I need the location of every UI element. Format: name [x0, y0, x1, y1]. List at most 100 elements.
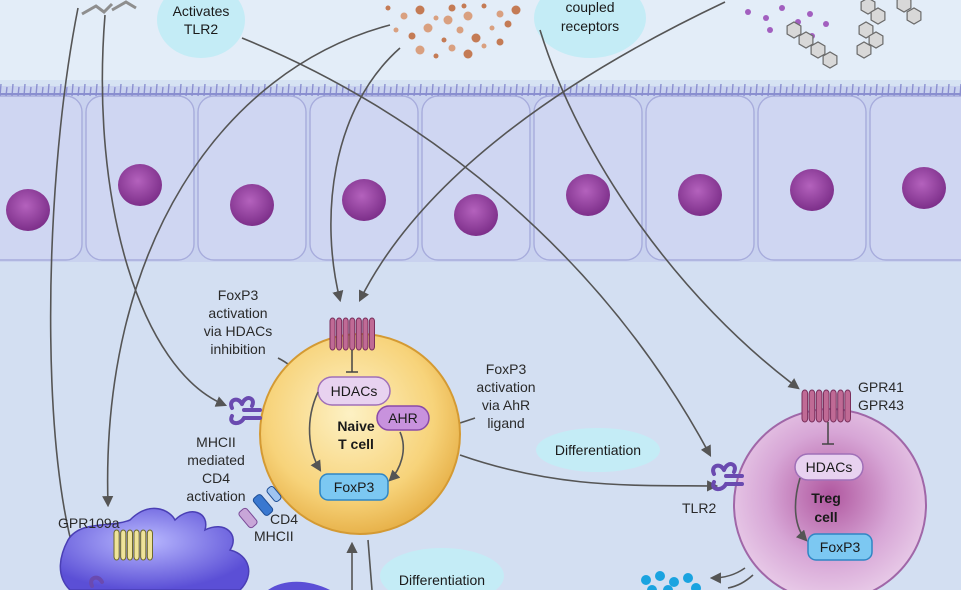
- metabolite-dot: [433, 15, 439, 21]
- metabolite-dot: [433, 53, 439, 59]
- label-foxp3-hdac-line3: via HDACs: [204, 323, 272, 339]
- receptor-helix: [113, 529, 120, 561]
- ligand-dot: [807, 11, 813, 17]
- ligand-dot: [779, 5, 785, 11]
- label-foxp3-hdac-line1: FoxP3: [218, 287, 259, 303]
- differentiation-bottom-label: Differentiation: [399, 572, 485, 588]
- metabolite-dot: [463, 49, 473, 59]
- tlr2-receptor-left: [229, 396, 262, 425]
- naive-hdacs-pill: [317, 376, 391, 406]
- label-tlr2: TLR2: [682, 500, 716, 516]
- receptor-helix: [140, 529, 147, 561]
- hexagon-ring: [860, 0, 876, 15]
- naive-ahr-label: AHR: [388, 410, 418, 426]
- hexagon-ring: [868, 31, 884, 49]
- metabolite-dot: [511, 5, 521, 15]
- label-cd4: CD4: [270, 511, 298, 527]
- hexagon-ring: [858, 21, 874, 39]
- naive-title-line1: Naive: [337, 418, 375, 434]
- arrow-scfa-naive: [330, 47, 401, 303]
- hexagon-ring: [896, 0, 912, 13]
- metabolite-dot: [385, 5, 391, 11]
- epithelial-cell: [421, 95, 531, 261]
- metabolite-dot: [461, 3, 467, 9]
- receptor-helix: [837, 389, 844, 423]
- epithelial-nucleus: [790, 169, 834, 211]
- ligand-dot: [745, 9, 751, 15]
- label-mhcii-cd4: MHCII mediated CD4 activation: [186, 434, 245, 504]
- bubble-tlr2-line1: Activates: [173, 3, 230, 19]
- receptor-helix: [342, 317, 349, 351]
- treg-hdacs-label: HDACs: [806, 459, 853, 475]
- naive-hdacs-label: HDACs: [331, 383, 378, 399]
- epithelial-nucleus: [230, 184, 274, 226]
- label-gpr41: GPR41: [858, 379, 904, 395]
- metabolite-dot: [481, 3, 487, 9]
- epithelial-nucleus: [566, 174, 610, 216]
- epithelium-layer: [0, 83, 961, 262]
- metabolite-dot: [463, 11, 473, 21]
- receptor-helix: [133, 529, 140, 561]
- arrow-bacteria-tlr2: [101, 14, 228, 407]
- metabolite-dot: [423, 23, 433, 33]
- naive-ahr-pill: [376, 405, 430, 431]
- hexagon-ring: [856, 41, 872, 59]
- differentiation-bubble-bottom: Differentiation: [380, 548, 504, 590]
- treg-title-line1: Treg: [811, 490, 841, 506]
- epithelial-nucleus: [6, 189, 50, 231]
- metabolite-dot: [496, 38, 504, 46]
- receptor-helix: [120, 529, 127, 561]
- gpr109a-receptor: [113, 529, 153, 561]
- metabolite-dot: [415, 5, 425, 15]
- bacteria-glyphs: [81, 0, 137, 16]
- naive-foxp3-pill: [319, 473, 389, 501]
- arrow-tlr2-treg: [241, 37, 712, 457]
- naive-t-cell: HDACs AHR Naive T cell FoxP3: [259, 317, 461, 535]
- arrow-treg-output-2: [727, 574, 754, 589]
- label-foxp3-hdac: FoxP3 activation via HDACs inhibition: [204, 287, 272, 357]
- epithelial-nucleus: [118, 164, 162, 206]
- arrow-treg-output: [709, 567, 746, 584]
- label-foxp3-hdac-line2: activation: [208, 305, 267, 321]
- dendritic-cell: [59, 486, 330, 590]
- receptor-helix: [368, 317, 375, 351]
- treg-title-line2: cell: [814, 509, 837, 525]
- metabolite-dot: [456, 26, 464, 34]
- epithelial-cell: [0, 95, 83, 261]
- hexagon-ring: [906, 7, 922, 25]
- treg-cell: HDACs Treg cell FoxP3: [733, 389, 927, 590]
- treg-foxp3-pill: [807, 533, 873, 561]
- receptor-helix: [808, 389, 816, 423]
- receptor-helix: [801, 389, 809, 423]
- metabolite-dot: [415, 45, 425, 55]
- epithelial-nucleus: [454, 194, 498, 236]
- label-mhcii: MHCII: [254, 528, 294, 544]
- metabolite-dot: [441, 37, 447, 43]
- metabolite-dot: [496, 10, 504, 18]
- treg-hdacs-pill: [794, 453, 864, 481]
- receptor-helix: [146, 529, 153, 561]
- receptor-helix: [126, 529, 134, 561]
- receptor-helix: [830, 389, 837, 423]
- receptor-helix: [815, 389, 823, 423]
- label-foxp3-hdac-line4: inhibition: [210, 341, 265, 357]
- label-foxp3-ahr-line3: via AhR: [482, 397, 530, 413]
- naive-foxp3-label: FoxP3: [334, 479, 375, 495]
- metabolite-dot: [481, 43, 487, 49]
- metabolite-dot: [393, 27, 399, 33]
- receptor-helix: [355, 317, 362, 351]
- arrow-scfa-gpr109a: [102, 24, 391, 508]
- receptor-helix: [362, 317, 369, 351]
- metabolite-dot: [504, 20, 512, 28]
- label-gpr43: GPR43: [858, 397, 904, 413]
- hexagon-ring: [870, 7, 886, 25]
- hexagon-ring: [810, 41, 826, 59]
- hexagon-ring: [786, 21, 802, 39]
- metabolite-dot: [408, 32, 416, 40]
- epithelial-nucleus: [678, 174, 722, 216]
- label-mhcii-cd4-line3: CD4: [202, 470, 230, 486]
- label-foxp3-ahr-line4: ligand: [487, 415, 524, 431]
- lumen-area: [0, 0, 961, 80]
- metabolite-dot: [400, 12, 408, 20]
